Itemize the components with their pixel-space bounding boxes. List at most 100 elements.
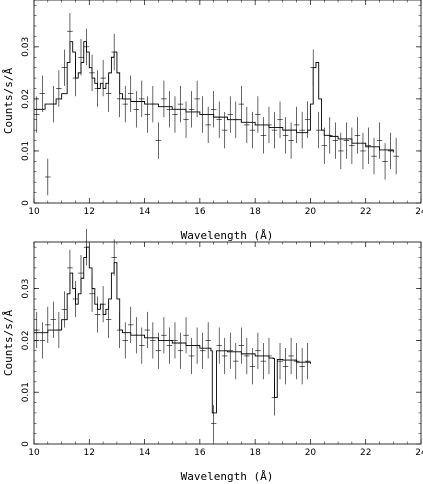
data-point [105, 301, 112, 338]
panel-bottom: 10 12 14 16 18 20 22 24 0 0.01 0.02 0.03 Wavelength… [2, 229, 423, 483]
data-point [349, 127, 355, 164]
data-point [72, 280, 79, 318]
data-point [249, 111, 256, 149]
data-point [216, 101, 222, 138]
data-point [293, 343, 300, 380]
data-point [83, 28, 90, 66]
data-point [177, 332, 184, 369]
y-tick-label: 0.03 [21, 37, 31, 57]
data-point [72, 59, 79, 97]
data-point [78, 254, 84, 292]
data-point [249, 348, 256, 385]
data-point [210, 91, 217, 128]
x-tick-label: 24 [415, 448, 423, 458]
x-tick-label: 10 [28, 448, 40, 458]
data-point [271, 379, 278, 416]
data-point [122, 322, 128, 359]
data-point [194, 80, 200, 118]
data-point [327, 117, 333, 154]
data-point [304, 343, 311, 380]
x-tick-label: 24 [415, 207, 423, 217]
data-point [199, 96, 206, 133]
data-point [89, 54, 95, 92]
x-tick-label: 12 [84, 207, 95, 217]
data-point [288, 337, 294, 375]
data-point [277, 101, 283, 138]
data-point [227, 332, 234, 369]
data-point [288, 122, 294, 159]
data-point [161, 80, 167, 118]
data-point [304, 101, 311, 138]
data-point [111, 33, 117, 71]
data-point [205, 322, 211, 359]
data-point [382, 143, 388, 180]
x-tick-label: 16 [194, 448, 206, 458]
data-point [221, 111, 228, 149]
data-point [78, 39, 84, 76]
x-tick-label: 18 [249, 448, 261, 458]
data-point [94, 296, 101, 333]
data-point [188, 337, 195, 375]
data-point [56, 311, 62, 349]
y-axis-label: Counts/s/Å [2, 310, 15, 377]
x-axis-label: Wavelength (Å) [181, 229, 274, 242]
x-tick-label: 14 [139, 448, 151, 458]
data-point [67, 13, 73, 50]
data-point [282, 117, 289, 154]
data-point [155, 122, 162, 159]
data-point [139, 327, 145, 364]
data-point [166, 91, 173, 128]
data-point [45, 158, 51, 196]
data-point [116, 80, 123, 118]
data-point [365, 127, 372, 164]
data-point [205, 106, 211, 144]
data-point [144, 96, 151, 133]
x-tick-label: 18 [249, 207, 261, 217]
data-point [299, 111, 305, 149]
data-point [260, 343, 267, 380]
data-point [34, 96, 40, 133]
data-point [360, 132, 366, 170]
data-point [94, 70, 101, 107]
data-point [100, 286, 106, 323]
data-point [67, 249, 73, 287]
data-point [238, 327, 245, 364]
data-point [371, 137, 377, 175]
data-point [150, 85, 156, 123]
data-point [56, 70, 62, 107]
y-tick-label: 0.03 [21, 279, 31, 299]
data-point [244, 337, 250, 375]
data-point [166, 327, 173, 364]
data-point [100, 59, 106, 97]
data-point [61, 49, 68, 86]
data-point [210, 405, 217, 442]
data-point [227, 96, 234, 133]
data-point [387, 132, 394, 170]
y-tick-label: 0.02 [21, 330, 31, 350]
data-point [127, 306, 134, 343]
data-point [89, 275, 95, 312]
plot-frame [33, 0, 422, 204]
data-point [39, 75, 46, 112]
data-point [133, 317, 140, 354]
x-tick-label: 22 [360, 448, 371, 458]
y-tick-label: 0.02 [21, 89, 31, 109]
data-point [216, 327, 222, 364]
data-point [155, 332, 162, 369]
data-point [172, 322, 178, 359]
data-point [133, 91, 140, 128]
data-point [233, 343, 239, 380]
data-point [116, 311, 123, 349]
data-point [255, 96, 261, 133]
data-point [343, 122, 350, 159]
data-point [233, 101, 239, 138]
data-point [299, 348, 305, 385]
data-point [45, 306, 51, 343]
data-point [144, 311, 151, 349]
data-point [105, 75, 112, 112]
x-tick-label: 12 [84, 448, 95, 458]
y-tick-label: 0 [21, 441, 31, 447]
data-point [321, 127, 328, 164]
y-tick-label: 0.01 [21, 141, 31, 161]
